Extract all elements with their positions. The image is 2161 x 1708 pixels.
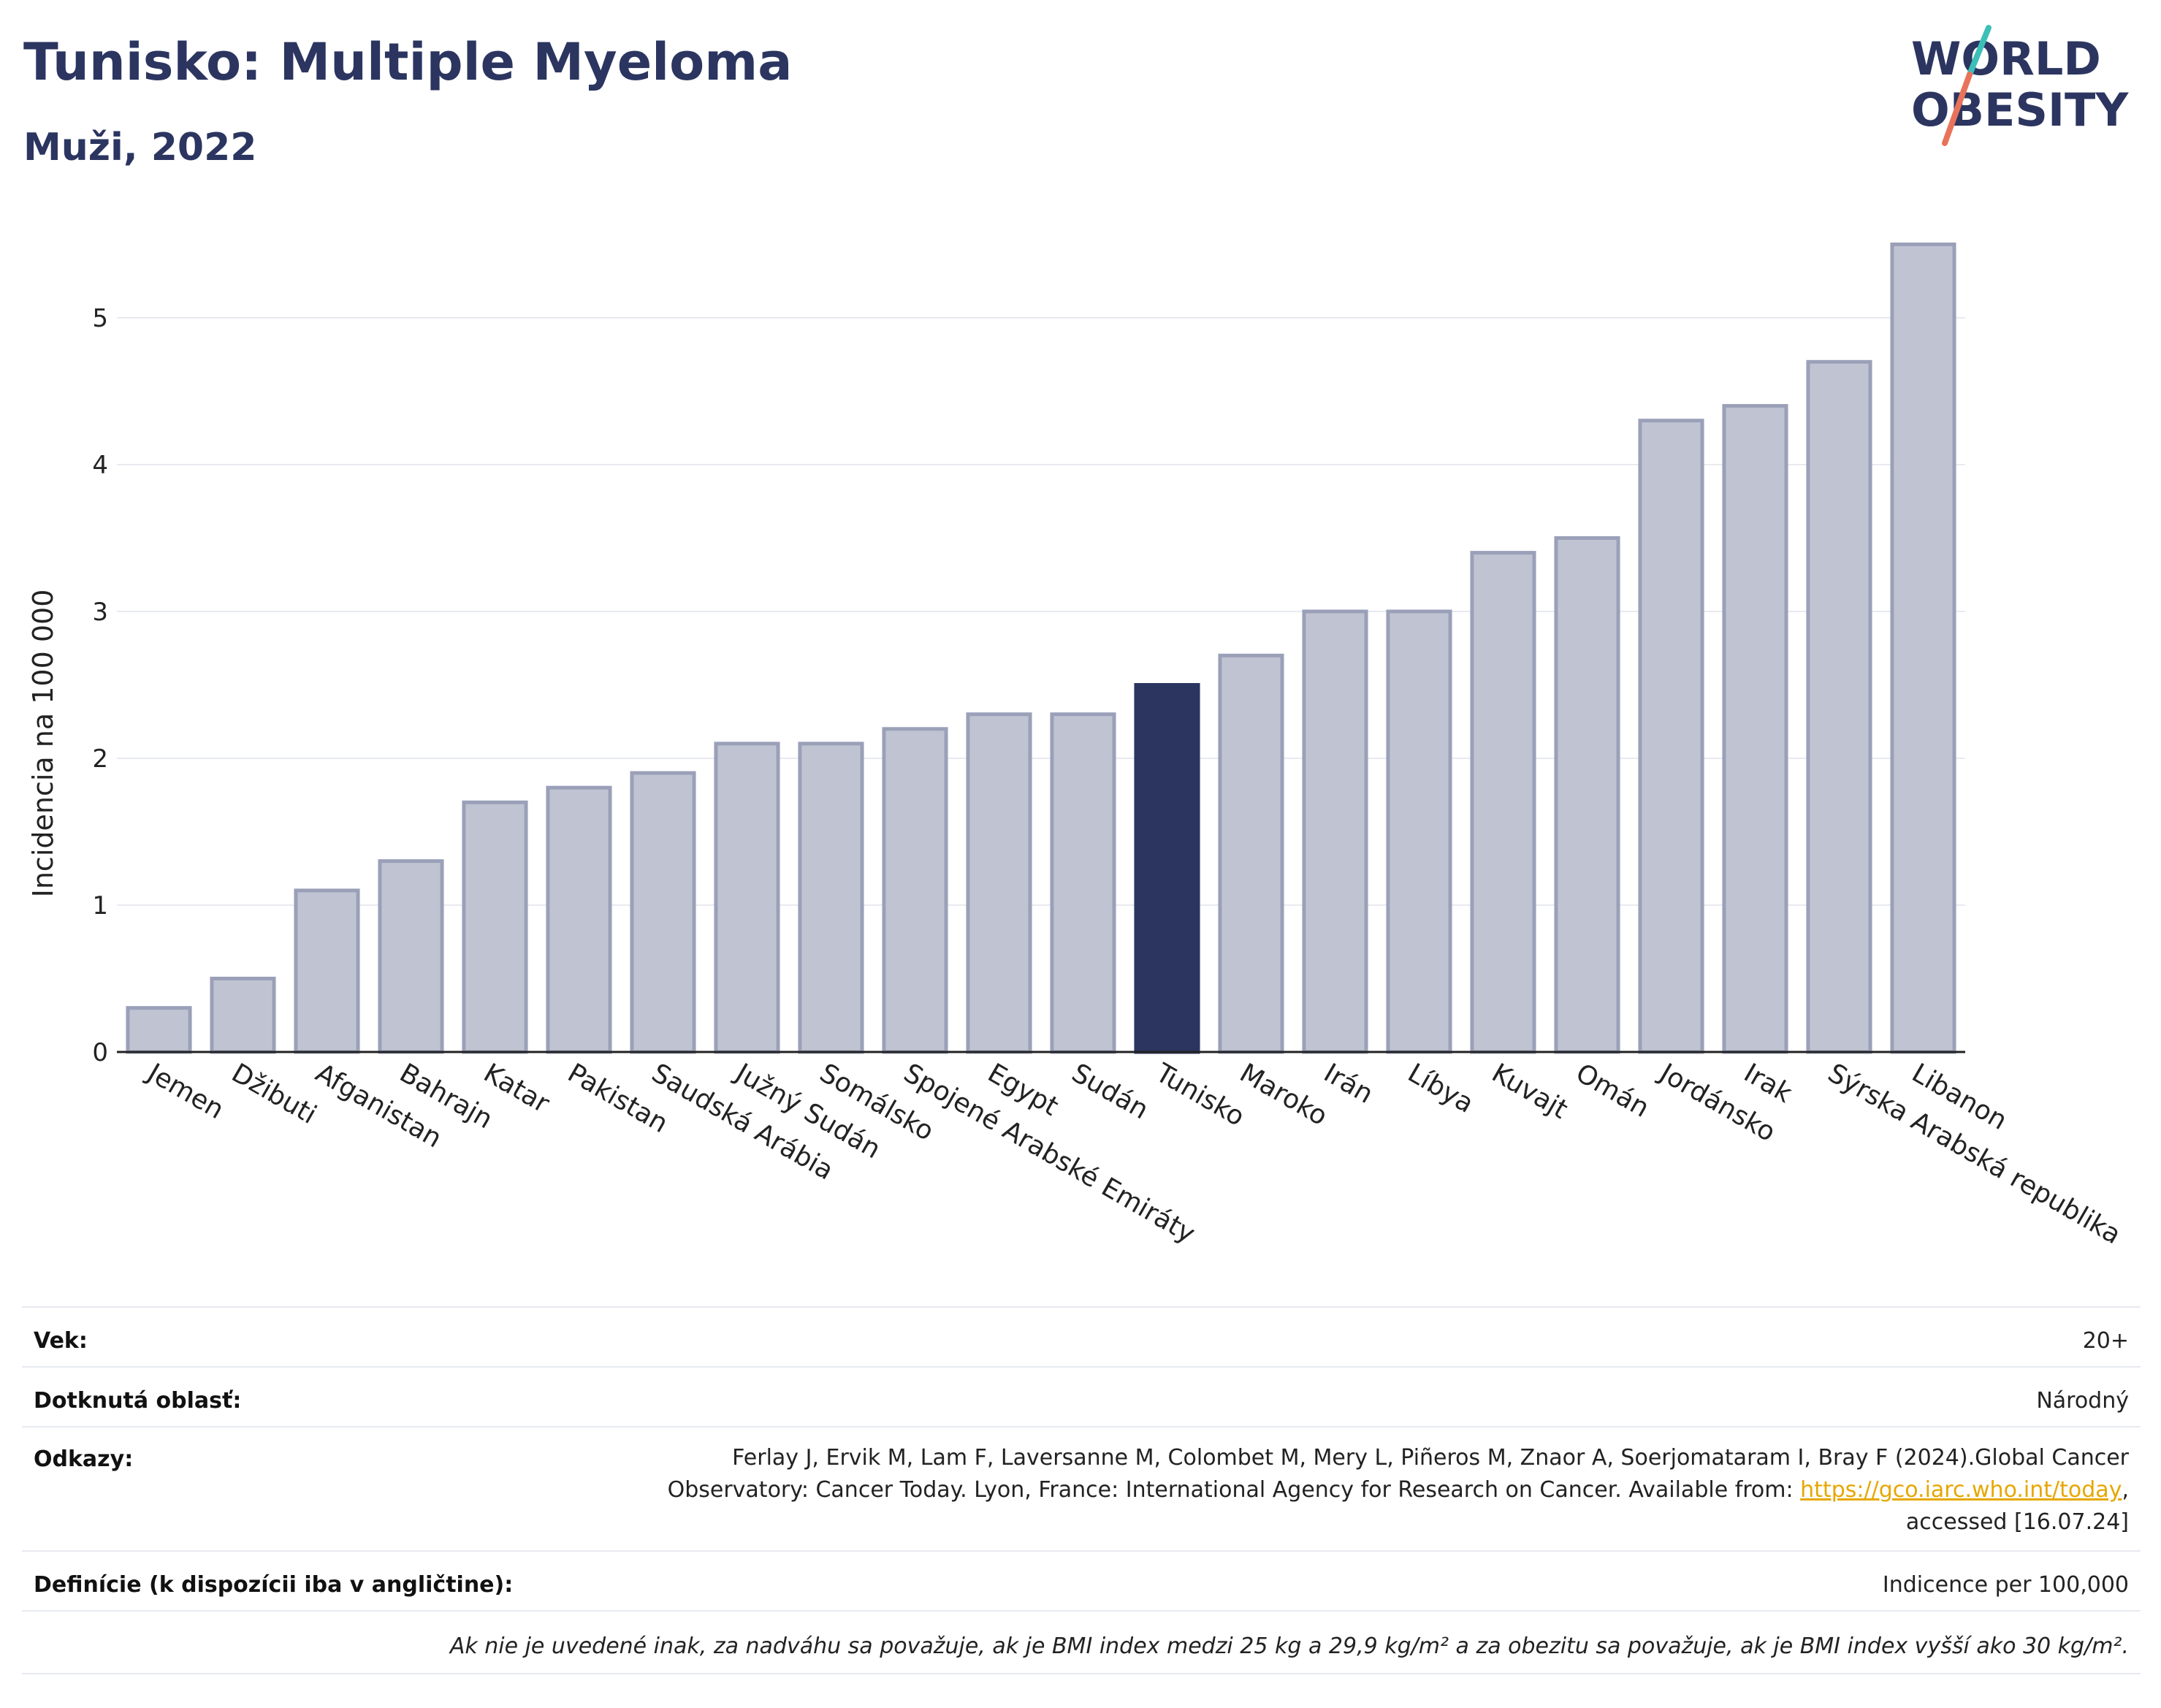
bar [210,977,276,1054]
y-tick-label: 4 [92,451,108,480]
world-obesity-logo: WORLD OBESITY [1911,25,2129,146]
bar [1806,359,1872,1054]
references-label: Odkazy: [34,1446,134,1472]
info-row-definitions: Definície (k dispozícii iba v angličtine… [22,1550,2141,1610]
x-tick-label: Irán [1319,1058,1378,1110]
x-tick-label: Tunisko [1150,1058,1249,1132]
bar [1386,609,1452,1054]
bar [882,727,948,1054]
x-tick-label: Džibuti [226,1058,321,1130]
references-accessed: , accessed [16.07.24] [1905,1477,2129,1535]
y-tick-label: 1 [92,891,108,920]
bar [462,800,528,1054]
x-tick-label: Omán [1571,1058,1654,1124]
obesity-note: Ak nie je uvedené inak, za nadváhu sa po… [449,1633,2129,1659]
references-text: Ferlay J, Ervik M, Lam F, Laversanne M, … [667,1445,2129,1503]
bar [1302,609,1368,1054]
bar [714,741,780,1054]
x-tick-label: Jemen [141,1057,229,1125]
y-axis-ticks: 0 1 2 3 4 5 [92,304,108,1067]
x-tick-label: Kuvajt [1487,1058,1573,1125]
definitions-value: Indicence per 100,000 [1882,1572,2129,1598]
info-row-note: Ak nie je uvedené inak, za nadváhu sa po… [22,1610,2141,1674]
area-label: Dotknutá oblasť: [34,1388,242,1414]
bar [294,888,360,1054]
x-tick-label: Irak [1739,1058,1797,1109]
svg-text:WORLD: WORLD [1911,32,2101,85]
info-row-area: Dotknutá oblasť: Národný [22,1366,2141,1426]
y-tick-label: 0 [92,1038,108,1067]
y-tick-label: 5 [92,304,108,333]
bar [798,741,864,1054]
bar [966,712,1032,1054]
bar [1134,683,1200,1054]
age-value: 20+ [2082,1328,2129,1354]
bar [126,1006,192,1054]
y-tick-label: 3 [92,598,108,627]
x-tick-label: Sudán [1067,1058,1154,1125]
bar [546,785,612,1054]
x-tick-label: Spojené Arabské Emiráty [899,1058,1200,1249]
bar [378,859,444,1054]
bar [1638,419,1704,1054]
definitions-label: Definície (k dispozícii iba v angličtine… [34,1572,514,1598]
bar [1722,404,1788,1054]
bar [630,771,696,1054]
x-tick-label: Líbya [1403,1058,1479,1119]
bar [1050,712,1116,1054]
info-row-references: Odkazy: Ferlay J, Ervik M, Lam F, Lavers… [22,1426,2141,1550]
references-value: Ferlay J, Ervik M, Lam F, Laversanne M, … [595,1442,2129,1539]
bar [1554,536,1620,1054]
bar [1470,551,1536,1054]
x-tick-label: Sýrska Arabská republika [1823,1058,2126,1250]
area-value: Národný [2036,1388,2129,1414]
bar [1890,243,1956,1054]
bar-chart: 0 1 2 3 4 5 JemenDžibutiAfganistanBahrajnKata… [27,243,2126,1250]
page-title: Tunisko: Multiple Myeloma [23,32,793,92]
x-tick-label: Maroko [1235,1058,1333,1132]
bars [126,243,1956,1054]
page-subtitle: Muži, 2022 [23,126,257,169]
y-tick-label: 2 [92,744,108,774]
y-axis-label: Incidencia na 100 000 [27,590,59,898]
age-label: Vek: [34,1328,88,1354]
references-link[interactable]: https://gco.iarc.who.int/today [1800,1477,2122,1503]
bar [1218,653,1284,1054]
info-row-age: Vek: 20+ [22,1306,2141,1366]
